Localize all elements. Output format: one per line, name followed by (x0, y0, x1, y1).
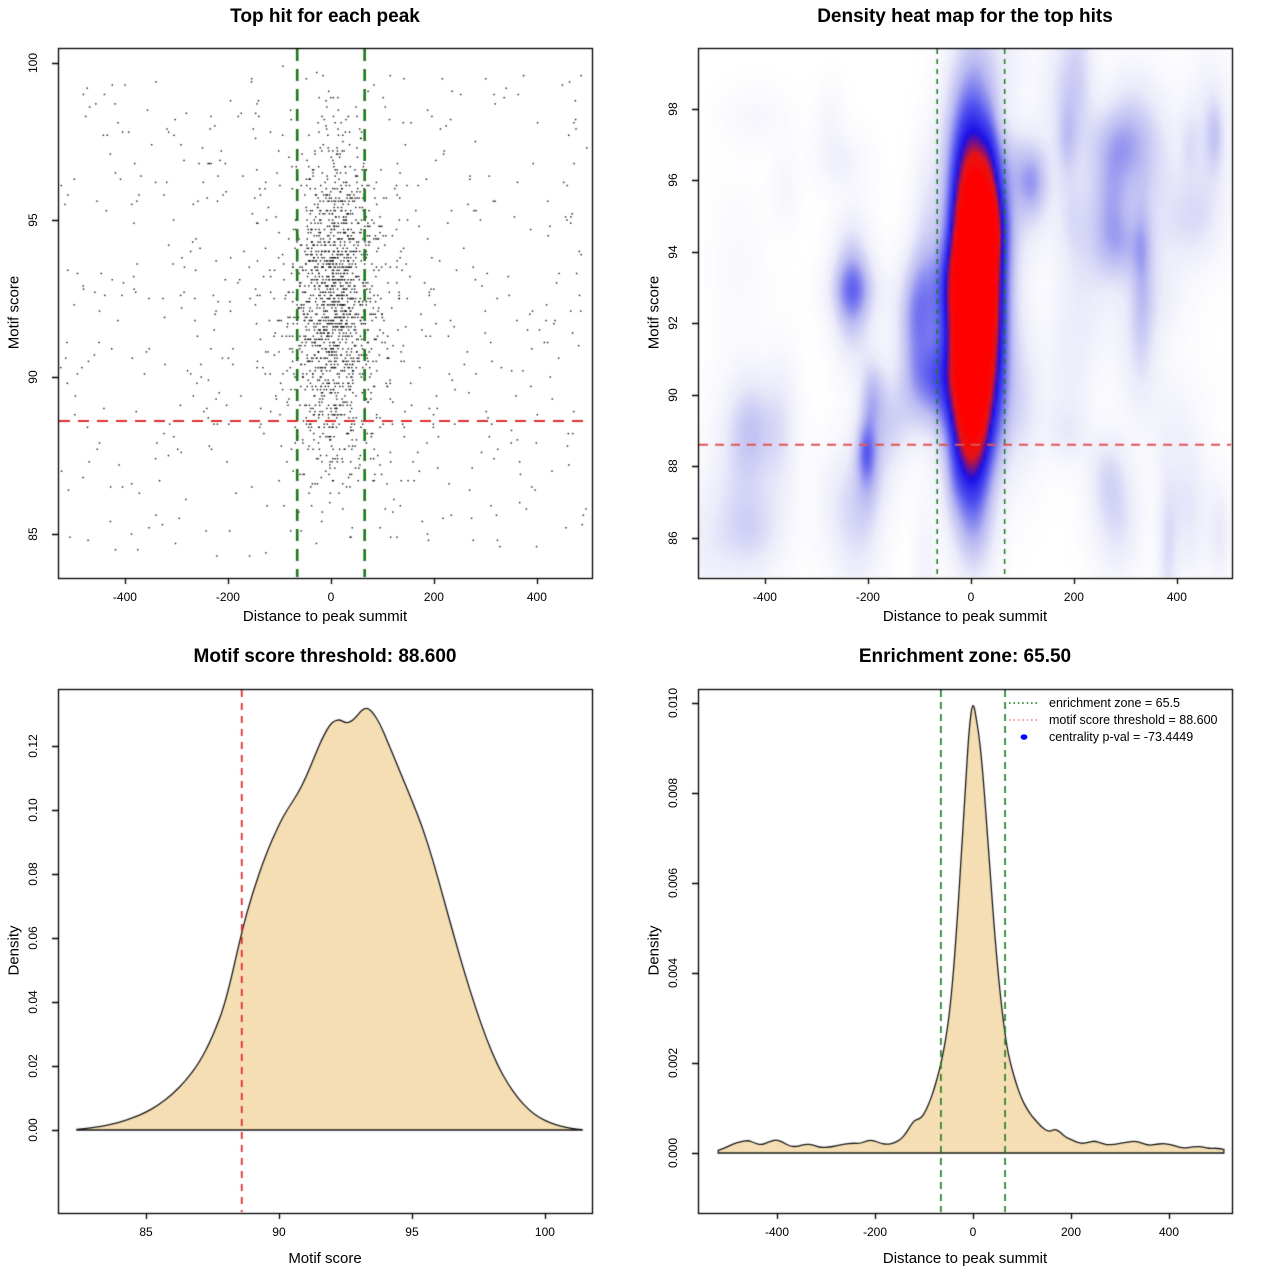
x-tick-label: 0 (327, 590, 335, 604)
y-tick-label: 90 (666, 387, 680, 402)
y-tick-label: 94 (666, 245, 680, 259)
motif-density-canvas (0, 640, 640, 1280)
y-axis-label: Motif score (5, 275, 23, 350)
panel-motif-score-density: Motif score threshold: 88.600 Motif scor… (0, 640, 640, 1280)
y-tick-label: 0.006 (666, 867, 680, 899)
y-tick-label: 95 (26, 213, 40, 227)
x-tick-label: -200 (855, 590, 880, 604)
x-axis-label: Distance to peak summit (242, 608, 408, 625)
y-tick-label: 0.02 (26, 1054, 40, 1078)
x-tick-label: -200 (215, 590, 240, 604)
panel-density-heatmap: Density heat map for the top hits Distan… (640, 0, 1280, 640)
x-tick-label: 400 (1158, 1225, 1179, 1239)
x-tick-label: 85 (139, 1225, 153, 1239)
x-tick-label: 0 (969, 1225, 977, 1239)
x-tick-label: -400 (112, 590, 137, 604)
legend-item-motif-threshold: motif score threshold = 88.600 (1008, 712, 1218, 727)
y-tick-label: 0.10 (26, 798, 40, 822)
x-tick-label: -400 (764, 1225, 789, 1239)
x-tick-label: 200 (1063, 590, 1084, 604)
y-tick-label: 0.12 (26, 734, 40, 758)
x-tick-label: 100 (534, 1225, 555, 1239)
scatter-plot-canvas (0, 0, 640, 640)
legend-item-centrality-pval: centrality p-val = -73.4449 (1008, 729, 1218, 744)
y-tick-label: 0.008 (666, 777, 680, 808)
y-tick-label: 0.002 (666, 1047, 680, 1079)
x-tick-label: 90 (272, 1225, 286, 1239)
dotted-red-line-icon (1008, 716, 1040, 724)
y-tick-label: 100 (26, 53, 40, 74)
page-title: Top hit for each peak (230, 6, 420, 27)
y-tick-label: 0.004 (666, 957, 680, 989)
panel-top-hit-scatter: Top hit for each peak Distance to peak s… (0, 0, 640, 640)
y-tick-label: 0.06 (26, 926, 40, 950)
panel-enrichment-zone-density: Enrichment zone: 65.50 Distance to peak … (640, 640, 1280, 1280)
x-axis-label: Motif score (288, 1250, 362, 1267)
y-tick-label: 86 (666, 530, 680, 545)
y-axis-label: Motif score (645, 275, 663, 350)
y-tick-label: 98 (666, 102, 680, 116)
y-tick-label: 85 (26, 527, 40, 541)
x-tick-label: 200 (1060, 1225, 1081, 1239)
x-axis-label: Distance to peak summit (882, 608, 1048, 625)
y-tick-label: 92 (666, 316, 680, 330)
x-tick-label: 400 (1166, 590, 1187, 604)
x-tick-label: 400 (526, 590, 547, 604)
y-tick-label: 96 (666, 173, 680, 187)
x-tick-label: 0 (967, 590, 975, 604)
legend-label: motif score threshold = 88.600 (1049, 712, 1218, 727)
y-tick-label: 0.08 (26, 862, 40, 886)
y-tick-label: 88 (666, 459, 680, 473)
y-tick-label: 90 (26, 370, 40, 384)
dotted-green-line-icon (1008, 699, 1040, 707)
y-tick-label: 0.00 (26, 1118, 40, 1142)
y-axis-label: Density (5, 925, 23, 976)
x-tick-label: -200 (862, 1225, 887, 1239)
legend-item-enrichment-zone: enrichment zone = 65.5 (1008, 695, 1218, 710)
enrichment-density-canvas (640, 640, 1280, 1280)
blue-dot-icon (1008, 733, 1040, 741)
page-title: Enrichment zone: 65.50 (858, 646, 1072, 667)
x-tick-label: -400 (752, 590, 777, 604)
heatmap-canvas (640, 0, 1280, 640)
x-tick-label: 200 (423, 590, 444, 604)
x-axis-label: Distance to peak summit (882, 1250, 1048, 1267)
x-tick-label: 95 (405, 1225, 419, 1239)
legend-label: centrality p-val = -73.4449 (1049, 729, 1194, 744)
page-title: Density heat map for the top hits (817, 6, 1113, 27)
y-axis-label: Density (645, 925, 663, 976)
plot-legend: enrichment zone = 65.5 motif score thres… (1008, 695, 1218, 744)
legend-label: enrichment zone = 65.5 (1049, 695, 1180, 710)
y-tick-label: 0.04 (26, 990, 40, 1014)
y-tick-label: 0.010 (666, 687, 680, 718)
page-title: Motif score threshold: 88.600 (193, 646, 457, 667)
y-tick-label: 0.000 (666, 1137, 680, 1169)
